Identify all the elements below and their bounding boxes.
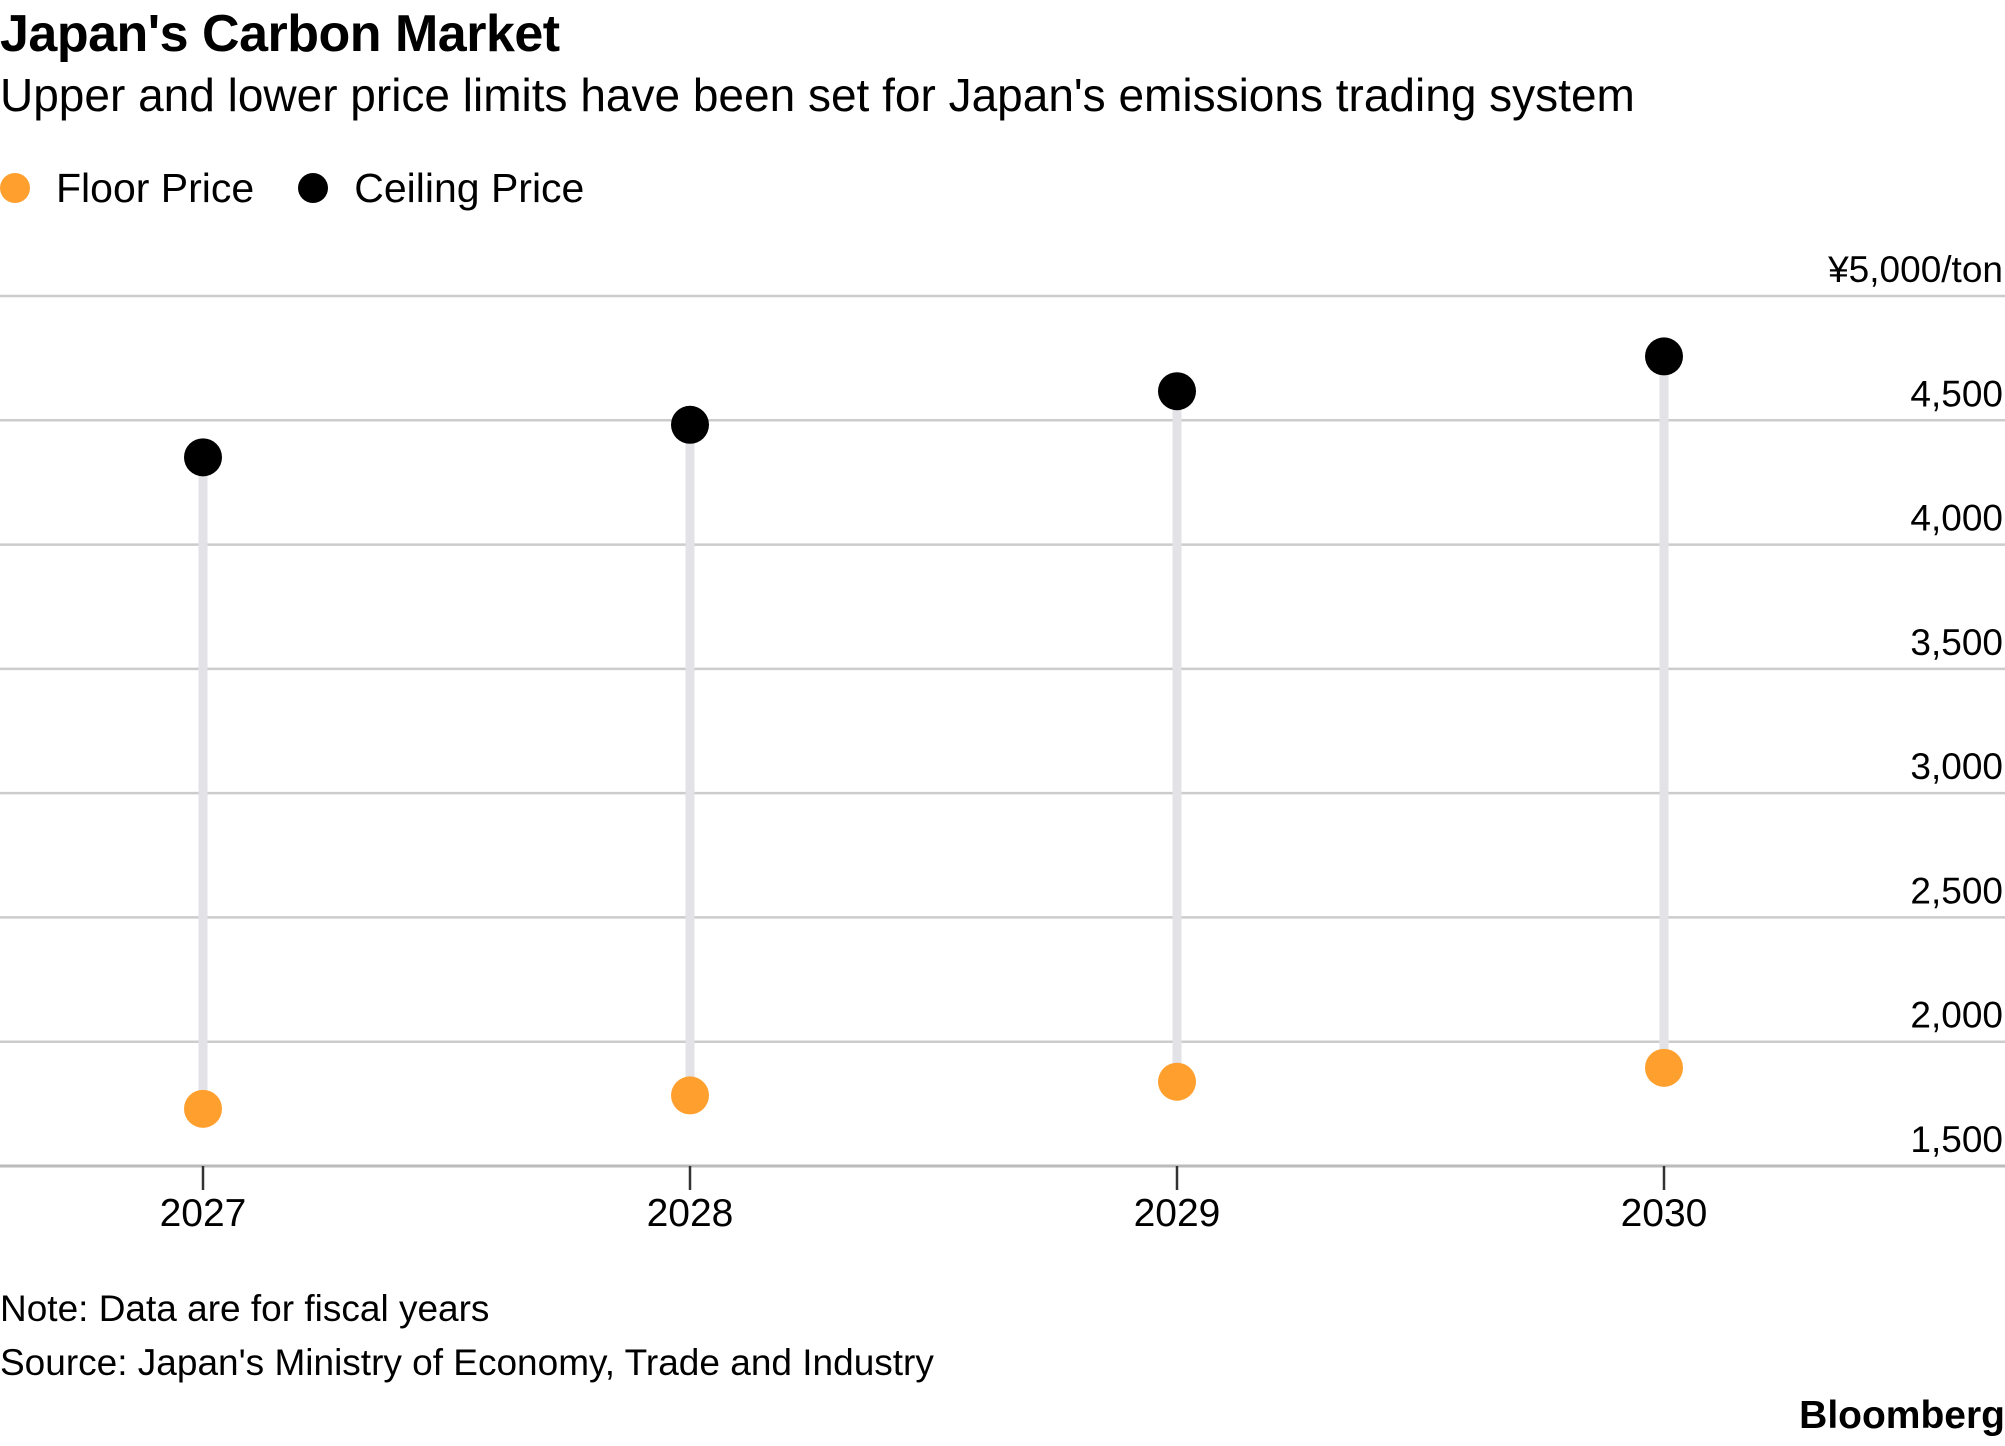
legend-item-floor: Floor Price <box>0 165 254 212</box>
chart-subtitle: Upper and lower price limits have been s… <box>0 69 1635 121</box>
bloomberg-logo: Bloomberg <box>1799 1394 2005 1437</box>
legend-label-floor: Floor Price <box>56 164 255 211</box>
floor-price-point-2028 <box>671 1076 709 1115</box>
ceiling-price-point-2028 <box>671 405 709 444</box>
ceiling-price-point-2029 <box>1158 372 1196 411</box>
x-tick-label-2027: 2027 <box>160 1192 247 1235</box>
legend-swatch-floor <box>0 173 30 203</box>
legend-item-ceiling: Ceiling Price <box>298 165 584 212</box>
y-tick-label-4000: 4,000 <box>1910 498 2003 539</box>
chart-title: Japan's Carbon Market <box>0 5 560 63</box>
source-note: Source: Japan's Ministry of Economy, Tra… <box>0 1342 934 1383</box>
ceiling-price-point-2030 <box>1645 337 1683 376</box>
floor-price-point-2029 <box>1158 1062 1196 1101</box>
x-tick-label-2028: 2028 <box>647 1192 734 1235</box>
y-tick-label-5000: ¥5,000/ton <box>1827 249 2003 290</box>
legend-swatch-ceiling <box>298 173 329 203</box>
x-tick-label-2029: 2029 <box>1134 1192 1221 1235</box>
y-tick-label-3500: 3,500 <box>1910 622 2003 663</box>
ceiling-price-point-2027 <box>184 438 222 477</box>
floor-price-point-2030 <box>1645 1048 1683 1087</box>
y-tick-label-1500: 1,500 <box>1910 1119 2003 1160</box>
y-tick-label-4500: 4,500 <box>1910 373 2003 414</box>
y-tick-label-2000: 2,000 <box>1910 995 2003 1036</box>
floor-price-point-2027 <box>184 1089 222 1128</box>
x-tick-label-2030: 2030 <box>1621 1192 1708 1235</box>
legend-label-ceiling: Ceiling Price <box>354 164 585 211</box>
footnote: Note: Data are for fiscal years <box>0 1288 490 1329</box>
legend: Floor Price Ceiling Price <box>0 160 628 216</box>
y-tick-label-2500: 2,500 <box>1910 870 2003 911</box>
y-tick-label-3000: 3,000 <box>1910 746 2003 787</box>
